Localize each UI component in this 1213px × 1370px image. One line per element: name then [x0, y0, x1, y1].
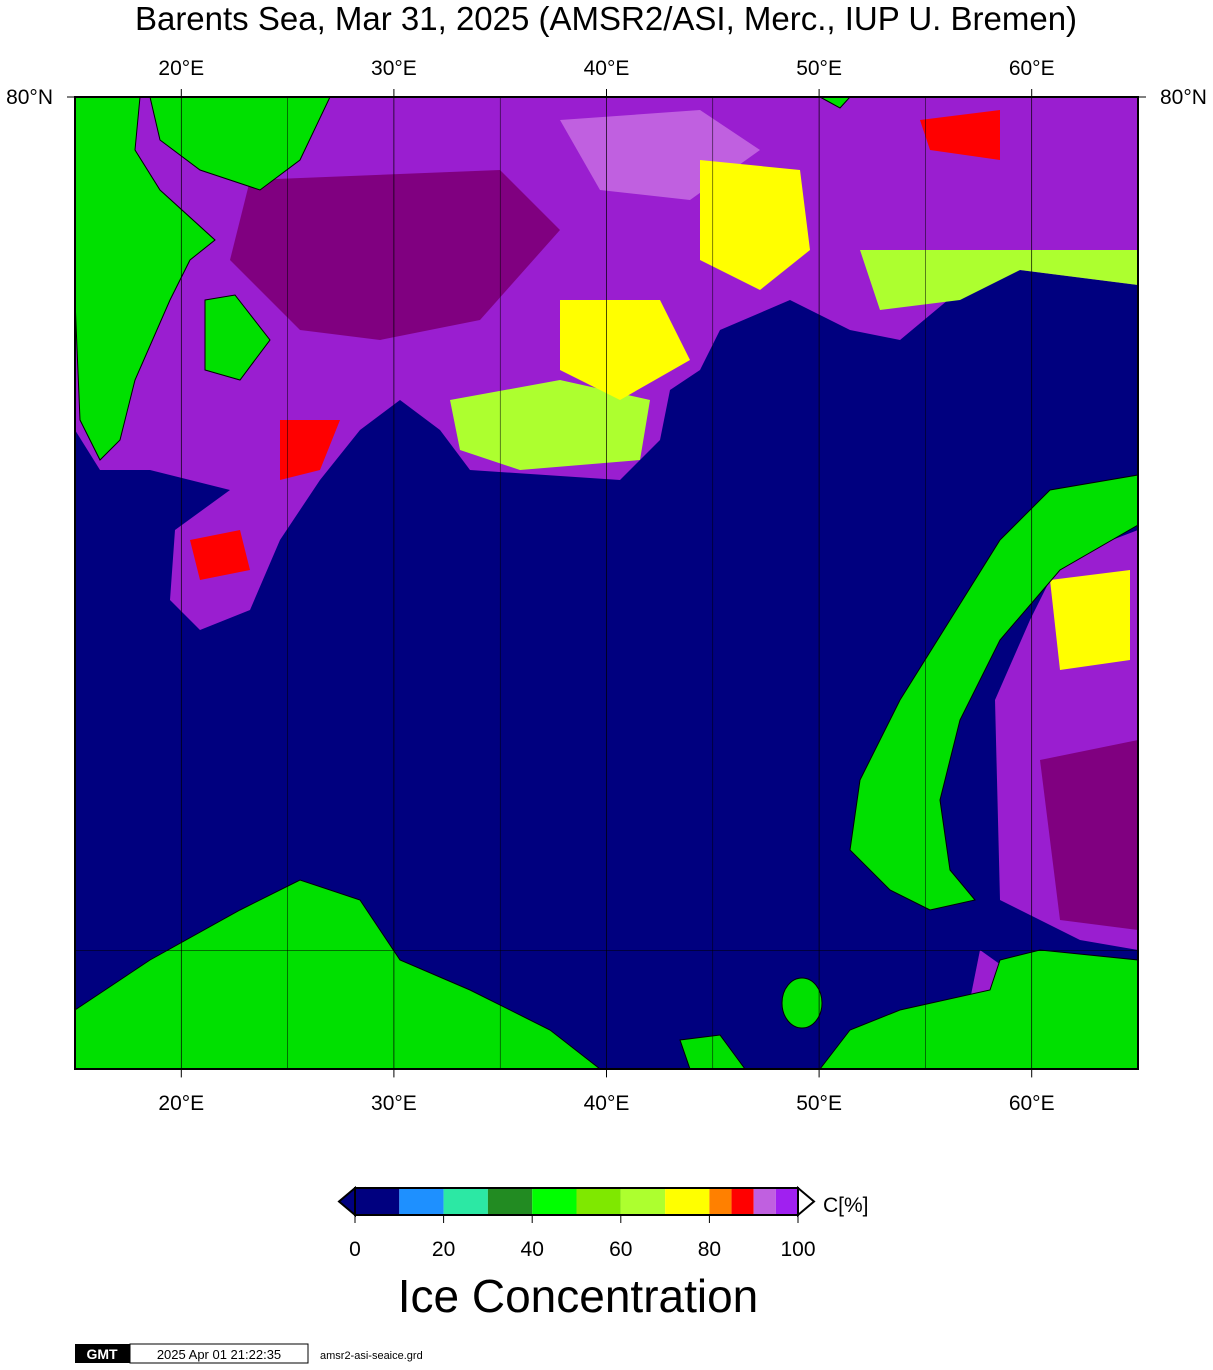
x-tick-label: 20°E — [158, 57, 204, 80]
grid — [75, 97, 1138, 1070]
x-tick-label: 50°E — [796, 1092, 842, 1115]
timestamp: 2025 Apr 01 21:22:35 — [157, 1347, 281, 1362]
y-tick-label: 80°N — [1160, 86, 1207, 109]
colorbar: C[%] Ice Concentration 0 20 40 60 80 100 — [337, 1185, 869, 1322]
colorbar-bin — [620, 1188, 666, 1215]
colorbar-frame — [354, 1187, 799, 1216]
colorbar-bin — [731, 1188, 754, 1215]
colorbar-bin — [709, 1188, 732, 1215]
x-tick-label: 50°E — [796, 57, 842, 80]
colorbar-tick-label: 80 — [698, 1238, 721, 1261]
colorbar-bin — [399, 1188, 444, 1215]
colorbar-tick-label: 0 — [349, 1238, 361, 1261]
file-name: amsr2-asi-seaice.grd — [320, 1350, 423, 1362]
x-tick-label: 20°E — [158, 1092, 204, 1115]
x-tick-label: 60°E — [1009, 57, 1055, 80]
x-tick-label: 60°E — [1009, 1092, 1055, 1115]
colorbar-over — [797, 1185, 816, 1218]
logo: GMT — [86, 1346, 118, 1362]
map — [74, 96, 1139, 1070]
colorbar-unit: C[%] — [823, 1194, 869, 1217]
colorbar-tick-label: 100 — [780, 1238, 815, 1261]
colorbar-bin — [576, 1188, 621, 1215]
x-tick-label: 30°E — [371, 1092, 417, 1115]
title: Barents Sea, Mar 31, 2025 (AMSR2/ASI, Me… — [135, 0, 1077, 37]
logo-box — [75, 1344, 130, 1363]
x-tick-label: 30°E — [371, 57, 417, 80]
colorbar-bin — [487, 1188, 533, 1215]
colorbar-title: Ice Concentration — [398, 1270, 759, 1322]
colorbar-bin — [775, 1188, 798, 1215]
colorbar-tick-label: 20 — [432, 1238, 455, 1261]
x-tick-label: 40°E — [584, 57, 630, 80]
colorbar-bin — [355, 1188, 400, 1215]
y-tick-label: 80°N — [6, 86, 53, 109]
colorbar-tick-label: 60 — [609, 1238, 632, 1261]
land — [74, 96, 1139, 1070]
colorbar-bin — [665, 1188, 710, 1215]
colorbar-bin — [532, 1188, 577, 1215]
colorbar-tick-label: 40 — [521, 1238, 544, 1261]
footer: GMT 2025 Apr 01 21:22:35 amsr2-asi-seaic… — [75, 1343, 423, 1364]
colorbar-under — [337, 1185, 356, 1218]
colorbar-bin — [443, 1188, 488, 1215]
timestamp-box — [129, 1343, 309, 1364]
x-tick-label: 40°E — [584, 1092, 630, 1115]
colorbar-bin — [753, 1188, 776, 1215]
